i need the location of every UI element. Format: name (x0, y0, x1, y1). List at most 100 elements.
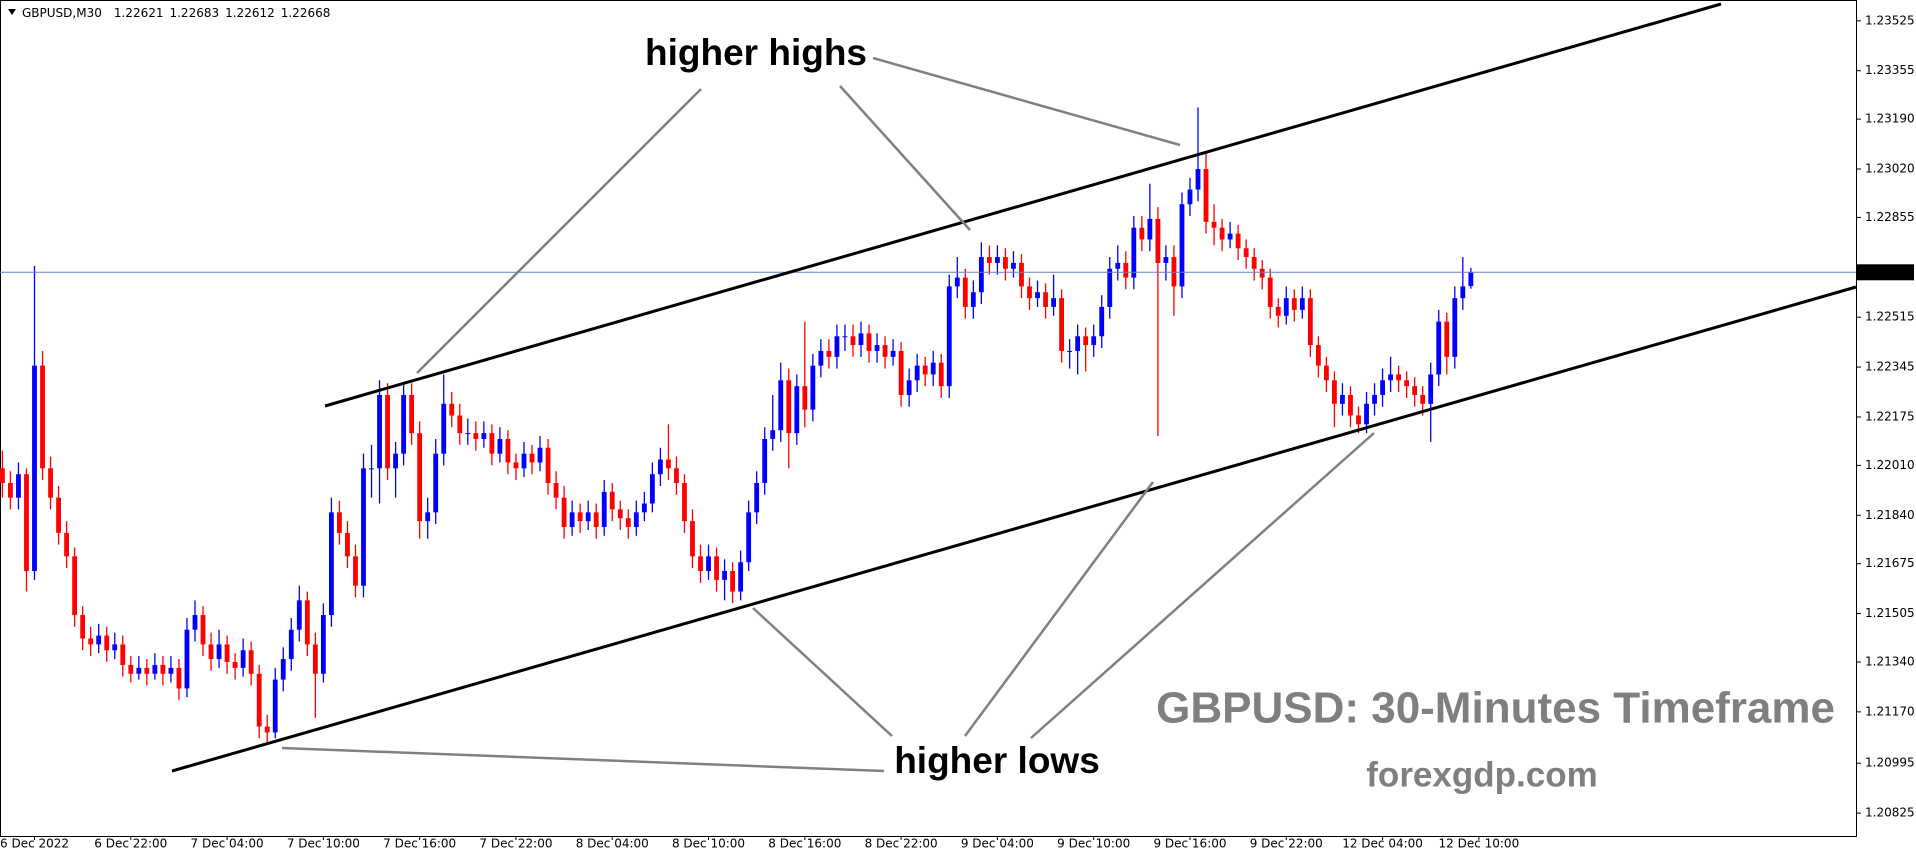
candle-body (296, 600, 302, 630)
candle-body (1412, 386, 1418, 395)
symbol: GBPUSD,M30 (22, 6, 102, 20)
candle-body (730, 571, 736, 592)
candle-body (248, 650, 254, 674)
candle-body (585, 512, 591, 522)
candle-body (32, 365, 37, 572)
candle-body (674, 468, 679, 483)
candle-body (1291, 298, 1297, 310)
candle-body (176, 667, 182, 689)
candle-body (1388, 374, 1394, 381)
candle-body (1444, 321, 1450, 357)
candle-body (393, 453, 399, 469)
candle-body (112, 644, 118, 651)
candle-body (280, 659, 286, 680)
candle-body (802, 386, 808, 410)
candle-body (361, 468, 366, 586)
x-tick-label: 7 Dec 10:00 (287, 837, 360, 851)
candle-body (1115, 262, 1121, 269)
candle-body (312, 644, 318, 674)
candle-body (224, 644, 230, 662)
candle-body (433, 453, 439, 513)
candle-body (1428, 374, 1434, 404)
candle-body (1067, 350, 1073, 352)
candle-body (962, 277, 968, 307)
candle-body (866, 333, 872, 351)
candle-body (200, 615, 206, 645)
header-icon (8, 9, 16, 15)
pointer (752, 607, 893, 737)
candle-body (152, 664, 158, 674)
candle-body (465, 433, 471, 435)
candle-body (1307, 298, 1313, 346)
candle-body (409, 394, 415, 434)
candle-body (898, 350, 904, 395)
candle-body (1171, 257, 1177, 287)
candle-body (1003, 257, 1008, 269)
candle-body (738, 562, 744, 592)
trendlines (171, 2, 1857, 773)
x-tick-label: 9 Dec 10:00 (1057, 837, 1130, 851)
lower-channel-line (171, 285, 1857, 773)
candle-body (481, 433, 487, 439)
x-tick-label: 12 Dec 10:00 (1439, 837, 1520, 851)
candle-body (1075, 336, 1081, 351)
candle-body (778, 380, 784, 431)
candle-body (1083, 336, 1089, 346)
candle-body (1051, 298, 1056, 307)
candle-body (617, 509, 623, 519)
candle-body (1372, 394, 1377, 404)
candle-body (1139, 227, 1145, 240)
x-tick-label: 9 Dec 04:00 (961, 837, 1034, 851)
candle-body (649, 474, 655, 504)
candle-body (1468, 272, 1474, 287)
x-tick-label: 7 Dec 22:00 (479, 837, 552, 851)
candle-body (1283, 298, 1289, 316)
candle-body (569, 512, 575, 528)
candle-body (1163, 257, 1169, 263)
candle-body (577, 512, 583, 522)
candle-body (930, 362, 936, 375)
pointer (1030, 432, 1375, 739)
x-tick-label: 8 Dec 16:00 (768, 837, 841, 851)
x-tick-label: 12 Dec 04:00 (1342, 837, 1423, 851)
candle-body (954, 277, 960, 287)
price-label: 1.22668 (1861, 265, 1911, 279)
candle-body (1011, 262, 1016, 269)
candle-body (978, 257, 984, 293)
price-label-box (1856, 264, 1914, 281)
candle-body (842, 336, 848, 338)
candle-body (1460, 286, 1466, 299)
candle-body (401, 394, 407, 454)
candle-body (88, 638, 94, 645)
candle-body (8, 482, 13, 498)
plot-frame (0, 0, 1857, 837)
candle-body (545, 447, 551, 483)
candle-body (666, 459, 671, 469)
candle-body (449, 403, 455, 416)
candle-body (690, 521, 695, 557)
candle-body (874, 345, 880, 351)
y-tick-label: 1.22345 (1865, 360, 1915, 374)
candle-body (1251, 257, 1257, 269)
candle-body (922, 365, 928, 375)
candle-body (1235, 233, 1241, 249)
candle-body (1267, 277, 1273, 307)
header-open: 1.22621 (114, 6, 164, 20)
candle-body (537, 447, 543, 463)
candle-body (1187, 189, 1193, 205)
candle-body (890, 350, 896, 357)
header-high: 1.22683 (169, 6, 219, 20)
candle-body (762, 438, 768, 483)
candle-body (377, 394, 382, 469)
candle-body (513, 462, 519, 469)
candle-body (786, 380, 792, 434)
pointer (963, 481, 1155, 737)
candle-body (72, 556, 78, 616)
y-tick-label: 1.23525 (1865, 13, 1915, 27)
candle-body (906, 380, 912, 395)
x-tick-label: 6 Dec 22:00 (94, 837, 167, 851)
candle-body (144, 667, 150, 674)
candle-body (1299, 298, 1305, 310)
candle-body (473, 433, 479, 439)
candle-body (625, 518, 631, 528)
